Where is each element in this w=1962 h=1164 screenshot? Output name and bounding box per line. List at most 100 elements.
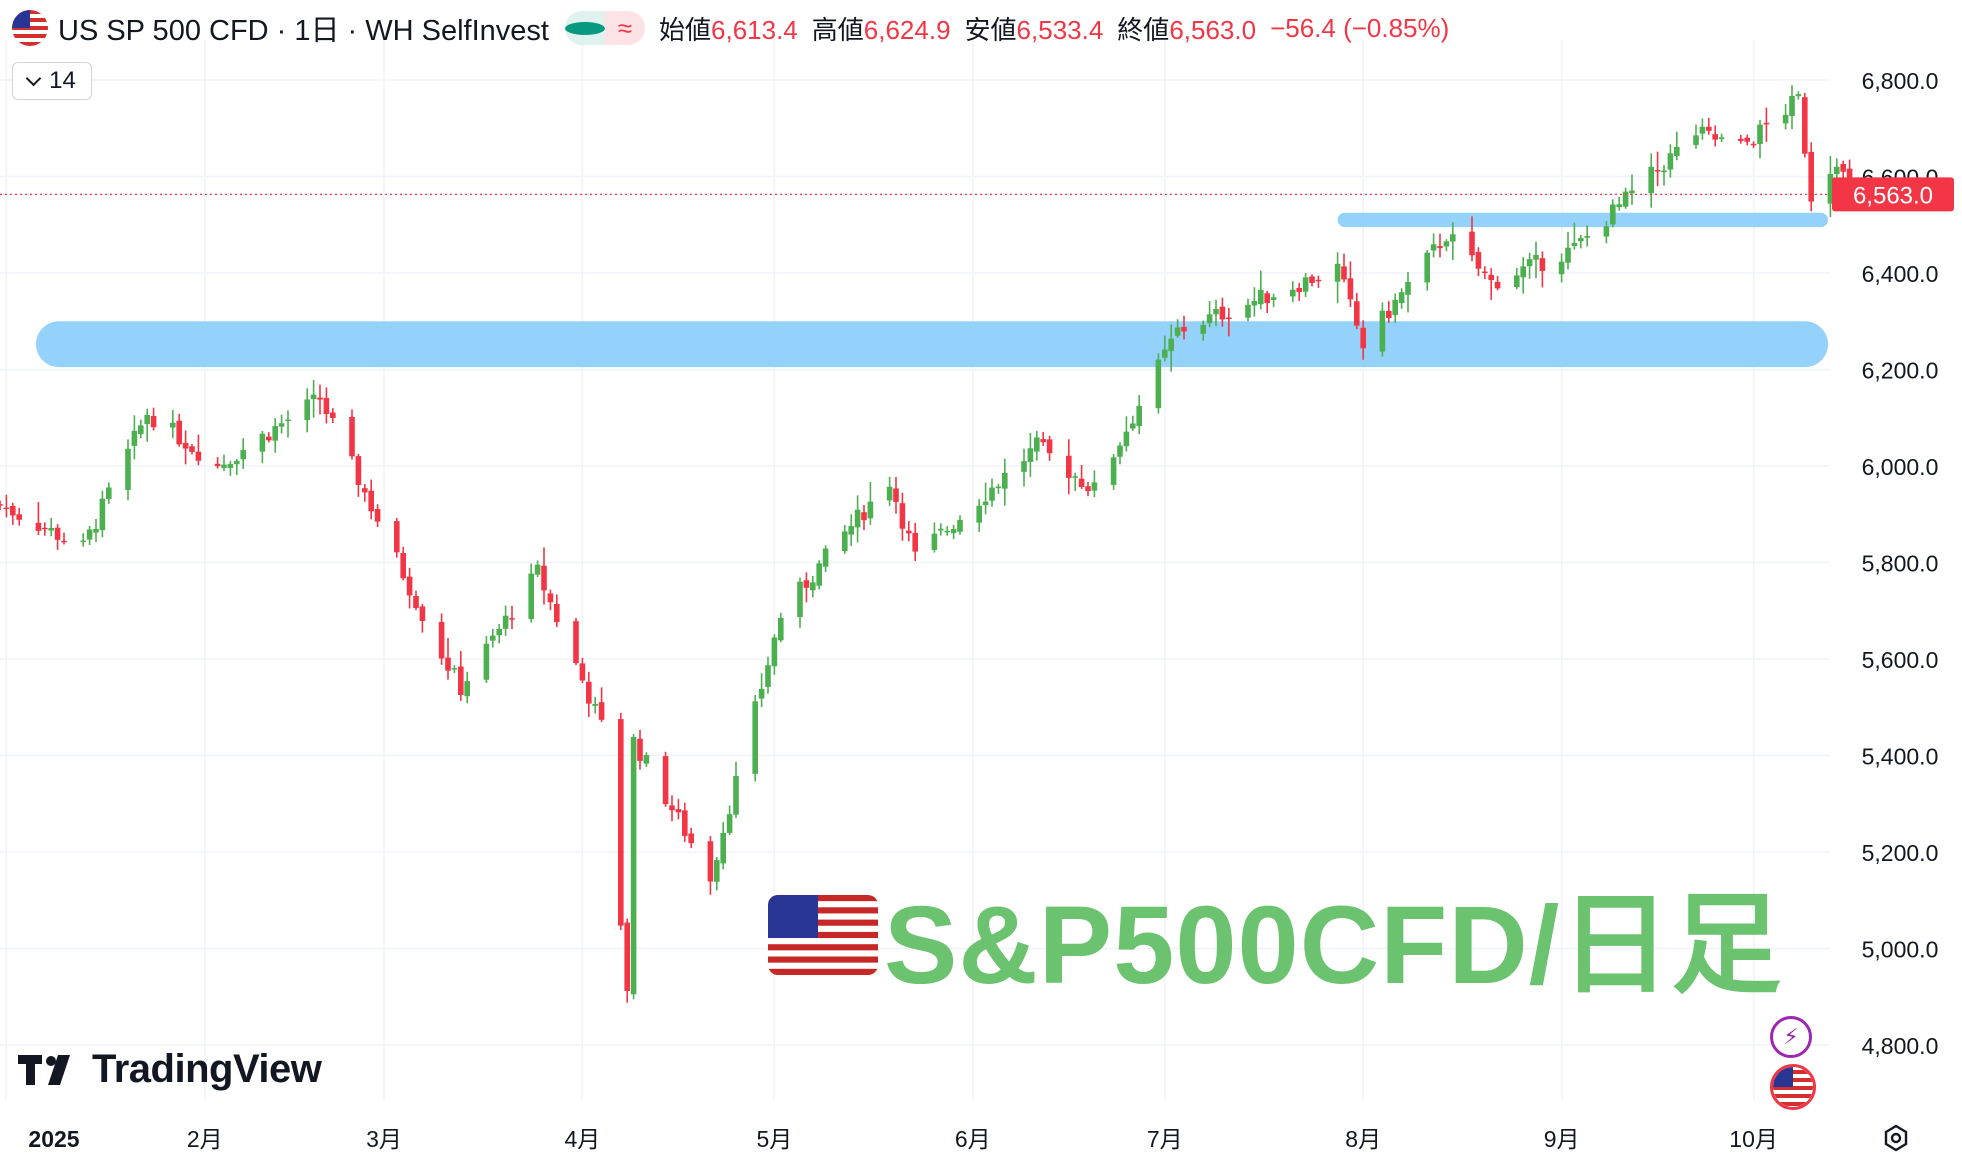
candle-body xyxy=(1245,304,1251,318)
us-flag-circle-icon[interactable] xyxy=(1770,1064,1816,1110)
chart-overlay-title: S&P500CFD/日足 xyxy=(768,880,1782,1007)
candle-body xyxy=(189,446,195,452)
candle-body xyxy=(93,528,99,533)
overlay-title-text: S&P500CFD/日足 xyxy=(884,884,1783,1007)
candle-body xyxy=(726,814,733,833)
candle-body xyxy=(150,415,157,428)
candle-body xyxy=(1654,170,1661,172)
candle-body xyxy=(1181,326,1187,332)
time-tick-label: 3月 xyxy=(366,1126,402,1152)
candle-body xyxy=(1341,266,1347,280)
price-tick-label: 6,200.0 xyxy=(1862,358,1939,384)
candle-body xyxy=(1763,122,1770,125)
time-tick-label: 6月 xyxy=(955,1126,991,1152)
candle-body xyxy=(547,593,554,603)
candle-body xyxy=(1533,254,1539,260)
candle-body xyxy=(42,527,48,530)
candle-body xyxy=(1622,191,1629,207)
candle-body xyxy=(765,665,771,687)
candle-body xyxy=(458,666,464,696)
candle-body xyxy=(1712,134,1718,140)
price-tick-label: 5,600.0 xyxy=(1862,647,1939,673)
tradingview-logo[interactable]: TradingView xyxy=(18,1046,322,1092)
candle-body xyxy=(1398,292,1405,304)
candle-body xyxy=(810,582,816,591)
candle-body xyxy=(1808,151,1814,202)
candle-body xyxy=(61,540,67,543)
candle-body xyxy=(899,503,906,529)
candle-body xyxy=(1584,235,1590,238)
candle-body xyxy=(278,423,285,427)
candle-body xyxy=(1443,241,1450,247)
candle-body xyxy=(464,681,470,697)
support-zones xyxy=(36,212,1828,368)
candle-body xyxy=(1789,96,1795,117)
candle-body xyxy=(349,416,355,457)
candle-body xyxy=(35,522,42,531)
candle-body xyxy=(643,754,650,764)
candle-body xyxy=(624,922,630,991)
candle-body xyxy=(1046,439,1053,454)
candle-body xyxy=(1296,287,1302,292)
candle-body xyxy=(1629,190,1635,194)
candle-body xyxy=(1834,166,1840,175)
time-tick-label: 7月 xyxy=(1147,1126,1183,1152)
candle-body xyxy=(368,490,374,512)
status-pill[interactable]: ≈ xyxy=(565,11,645,45)
candle-body xyxy=(266,436,272,441)
candle-body xyxy=(1706,126,1712,131)
candle-body xyxy=(637,738,643,761)
candle-body xyxy=(707,841,714,882)
time-tick-label: 10月 xyxy=(1729,1126,1778,1152)
candle-body xyxy=(675,809,682,813)
candle-body xyxy=(509,618,515,620)
indicator-toggle-button[interactable]: 14 xyxy=(12,62,92,100)
market-open-icon xyxy=(565,21,605,35)
candle-body xyxy=(1667,153,1674,170)
candle-body xyxy=(227,464,234,468)
time-tick-label: 2025 xyxy=(28,1126,79,1152)
open-readout: 始値6,613.4 xyxy=(659,14,798,45)
price-tick-label: 5,000.0 xyxy=(1862,937,1939,963)
candle-body xyxy=(48,528,54,531)
candle-body xyxy=(1494,281,1501,289)
candle-body xyxy=(912,532,918,552)
candle-body xyxy=(1565,247,1571,263)
candle-body xyxy=(886,486,893,501)
grid-lines xyxy=(0,40,1830,1100)
candle-body xyxy=(1354,301,1360,326)
candle-body xyxy=(534,564,541,575)
candle-body xyxy=(1290,289,1296,297)
candle-body xyxy=(1757,124,1763,145)
time-tick-label: 2月 xyxy=(187,1126,223,1152)
lightning-icon[interactable]: ⚡ xyxy=(1770,1016,1812,1058)
candle-body xyxy=(1520,266,1526,278)
candle-body xyxy=(1475,251,1482,269)
symbol-title[interactable]: US SP 500 CFD · 1日 · WH SelfInvest xyxy=(58,15,549,47)
change-readout: −56.4 (−0.85%) xyxy=(1270,12,1450,43)
candle-body xyxy=(1034,437,1040,452)
time-axis: 2025 2月 3月 4月 5月 6月 7月 8月 9月 10月 xyxy=(28,1126,1777,1152)
indicator-count: 14 xyxy=(49,67,76,94)
candle-body xyxy=(1264,293,1270,304)
candle-body xyxy=(1738,138,1744,141)
candle-body xyxy=(1558,261,1565,275)
candle-body xyxy=(541,565,547,591)
candle-body xyxy=(771,637,778,667)
candle-body xyxy=(1360,327,1366,349)
price-axis: 6,800.06,600.06,400.06,200.06,000.05,800… xyxy=(0,68,1954,1059)
candle-body xyxy=(1155,359,1162,409)
candle-body xyxy=(1795,94,1802,97)
candle-body xyxy=(1571,242,1578,247)
candle-body xyxy=(1379,310,1386,352)
settings-gear-icon[interactable] xyxy=(1882,1124,1910,1152)
candle-body xyxy=(1802,97,1808,154)
candle-body xyxy=(0,504,3,506)
candle-body xyxy=(1027,448,1034,462)
candle-body xyxy=(86,529,93,540)
candle-body xyxy=(1226,317,1232,320)
candle-body xyxy=(496,628,502,636)
candle-body xyxy=(1661,170,1667,173)
candle-body xyxy=(362,488,368,493)
